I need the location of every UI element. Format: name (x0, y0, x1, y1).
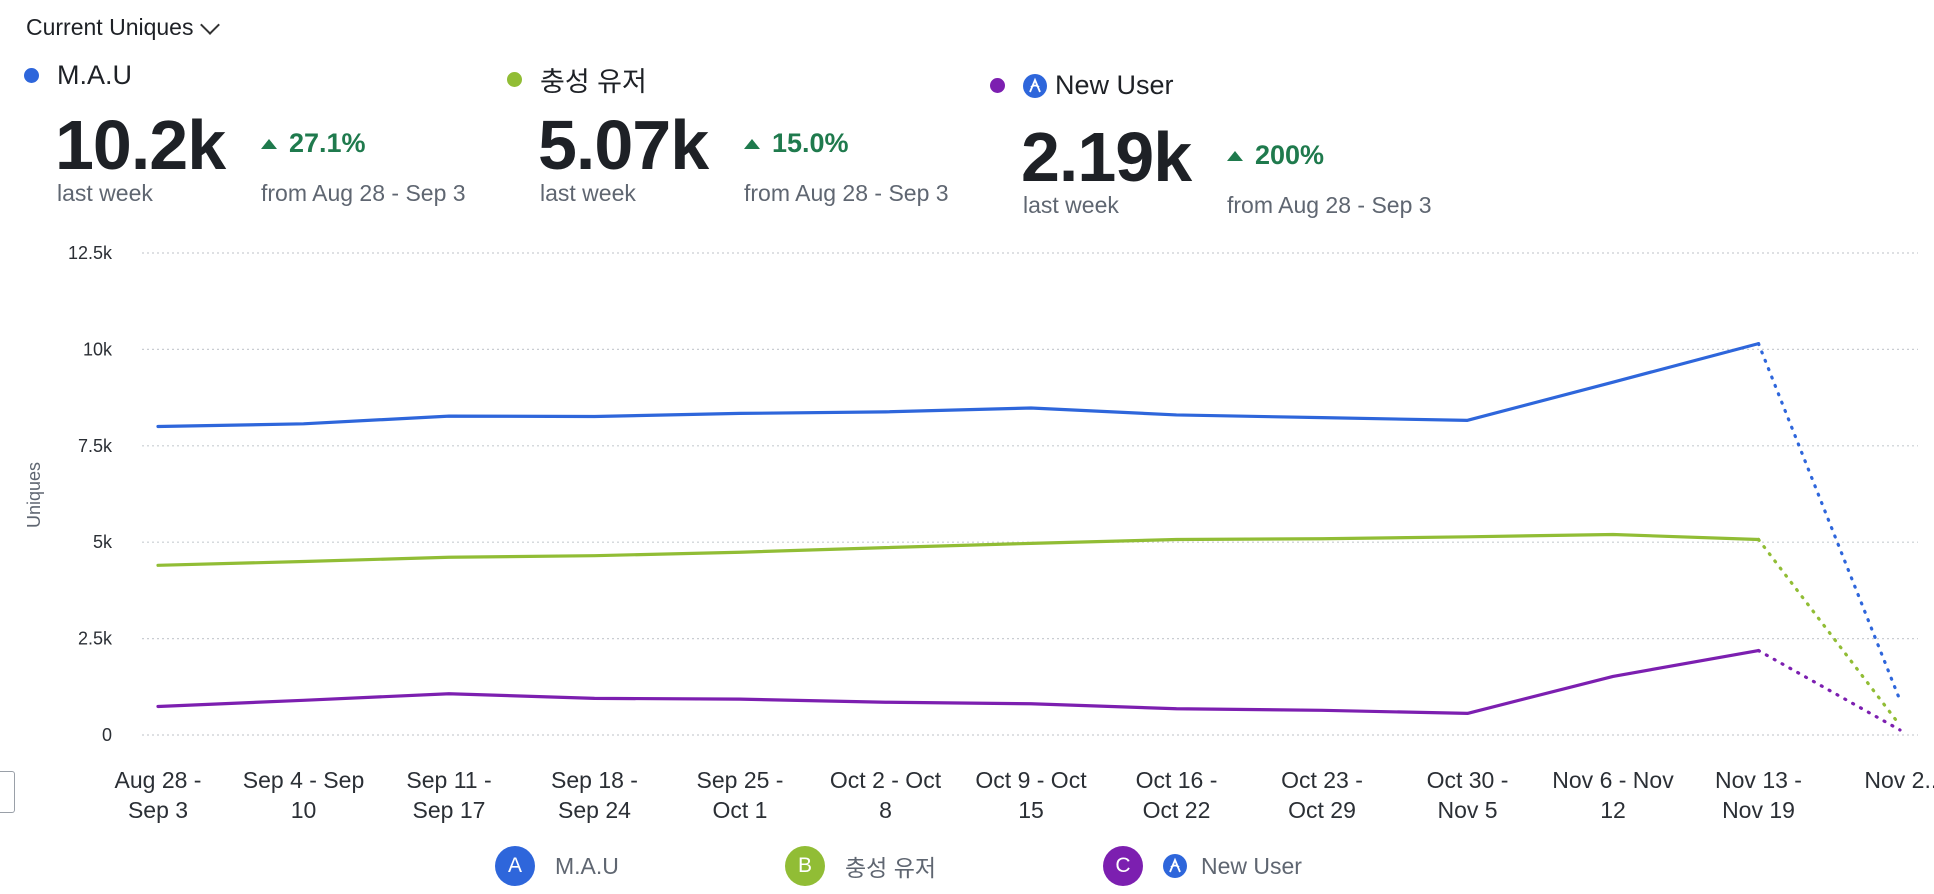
metric-change-value: 15.0% (772, 128, 849, 158)
metric-title-dropdown[interactable]: Current Uniques (26, 14, 221, 41)
x-tick-label: Sep 4 - Sep 10 (243, 767, 364, 823)
x-tick-label: Nov 2... (1864, 767, 1934, 793)
x-tick-label: Oct 2 - Oct 8 (830, 767, 942, 823)
segment-a-icon (1163, 854, 1187, 878)
metric-change-value: 27.1% (289, 128, 366, 158)
y-tick-label: 0 (102, 725, 112, 745)
y-tick-label: 10k (83, 339, 113, 359)
metric-compare: from Aug 28 - Sep 3 (261, 180, 466, 206)
metric-new-user: New User (990, 70, 1174, 101)
series-line (156, 342, 1761, 429)
series-dot-icon (507, 72, 522, 87)
legend-label: 충성 유저 (845, 855, 937, 881)
y-tick-label: 12.5k (68, 243, 113, 263)
x-tick-label: Nov 6 - Nov 12 (1552, 767, 1674, 823)
metric-header: M.A.U (24, 60, 132, 91)
metric-period: last week (57, 180, 153, 206)
legend-item-a[interactable]: A M.A.U (495, 846, 619, 886)
trend-up-icon (261, 138, 277, 149)
metric-compare: from Aug 28 - Sep 3 (744, 180, 949, 206)
legend-item-c[interactable]: C New User (1103, 846, 1302, 886)
metric-value: 5.07k (538, 106, 709, 184)
series-dot-icon (24, 68, 39, 83)
legend-label: M.A.U (555, 852, 619, 879)
metric-change: 15.0% (744, 128, 849, 159)
y-axis-title: Uniques (24, 462, 44, 528)
series-line (156, 648, 1761, 716)
series-dot-icon (990, 78, 1005, 93)
line-chart: Uniques 0 2.5k 5k 7.5k 10k 12.5k Aug 28 -Sep 3… (24, 243, 1934, 823)
metric-name: New User (1055, 70, 1174, 100)
metric-change: 27.1% (261, 128, 366, 159)
metric-mau: M.A.U (24, 60, 132, 91)
legend-badge-b: B (785, 846, 825, 886)
x-tick-label: Oct 16 -Oct 22 (1136, 767, 1218, 823)
metric-loyal-users: 충성 유저 (507, 60, 647, 99)
y-tick-label: 7.5k (78, 436, 113, 456)
series-incomplete-segment (1756, 342, 1902, 702)
metric-period: last week (1023, 192, 1119, 218)
panel-collapse-handle[interactable] (0, 771, 15, 813)
segment-a-icon (1023, 73, 1047, 98)
series-incomplete-segment (1756, 648, 1902, 732)
legend-badge-a: A (495, 846, 535, 886)
trend-up-icon (744, 138, 760, 149)
y-tick-label: 2.5k (78, 629, 113, 649)
x-tick-label: Oct 9 - Oct 15 (975, 767, 1087, 823)
metric-change-value: 200% (1255, 140, 1325, 170)
legend-badge-c: C (1103, 846, 1143, 886)
metric-header: New User (990, 70, 1174, 101)
metric-header: 충성 유저 (507, 60, 647, 99)
metric-change: 200% (1227, 140, 1324, 171)
series-incomplete-segment (1756, 537, 1902, 727)
x-tick-label: Oct 30 -Nov 5 (1427, 767, 1509, 823)
series-line (156, 532, 1761, 567)
x-tick-label: Sep 18 -Sep 24 (551, 767, 638, 823)
x-tick-label: Oct 23 -Oct 29 (1281, 767, 1363, 823)
metric-period: last week (540, 180, 636, 206)
x-tick-label: Sep 11 -Sep 17 (406, 767, 491, 823)
legend-label: New User (1201, 852, 1302, 879)
x-tick-label: Sep 25 -Oct 1 (697, 767, 784, 823)
metric-title: Current Uniques (26, 14, 194, 40)
y-tick-label: 5k (93, 532, 113, 552)
metric-value: 10.2k (55, 106, 226, 184)
metric-compare: from Aug 28 - Sep 3 (1227, 192, 1432, 218)
metric-name: 충성 유저 (540, 67, 647, 97)
x-tick-label: Nov 13 -Nov 19 (1715, 767, 1802, 823)
metric-value: 2.19k (1021, 118, 1192, 196)
x-tick-label: Aug 28 -Sep 3 (115, 767, 202, 823)
metric-name: M.A.U (57, 60, 133, 90)
trend-up-icon (1227, 150, 1243, 161)
legend-item-b[interactable]: B 충성 유저 (785, 846, 936, 886)
